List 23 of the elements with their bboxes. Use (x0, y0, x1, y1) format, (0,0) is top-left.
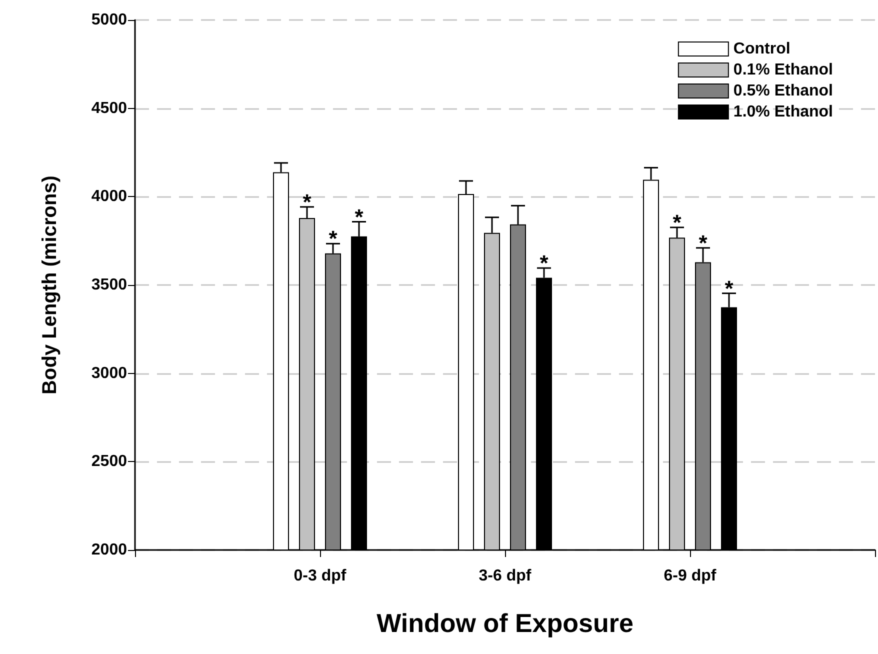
legend-label: 0.5% Ethanol (733, 82, 833, 100)
legend-label: Control (733, 40, 790, 58)
legend-label: 1.0% Ethanol (733, 104, 833, 120)
y-tick-label: 3500 (91, 276, 128, 294)
y-tick-label: 4500 (91, 100, 128, 117)
x-axis-title: Window of Exposure (376, 608, 634, 638)
y-tick-label: 4000 (91, 188, 128, 206)
legend-label: 0.1% Ethanol (733, 62, 833, 78)
y-axis-title: Body Length (microns) (39, 176, 61, 394)
data-label: * (672, 210, 682, 235)
y-tick-label: 2500 (91, 453, 128, 470)
y-tick-label: 2000 (91, 542, 128, 558)
data-label: * (540, 250, 549, 276)
y-tick-label: 3000 (91, 364, 128, 382)
x-tick-label: 3-6 dpf (478, 568, 532, 584)
data-label: * (328, 226, 338, 252)
x-tick-label: 6-9 dpf (664, 568, 717, 584)
data-label: * (724, 276, 734, 301)
y-tick-label: 5000 (91, 12, 128, 28)
data-label: * (354, 204, 364, 230)
x-tick-label: 0-3 dpf (294, 568, 347, 584)
data-label: * (698, 230, 708, 256)
data-label: * (302, 189, 312, 214)
